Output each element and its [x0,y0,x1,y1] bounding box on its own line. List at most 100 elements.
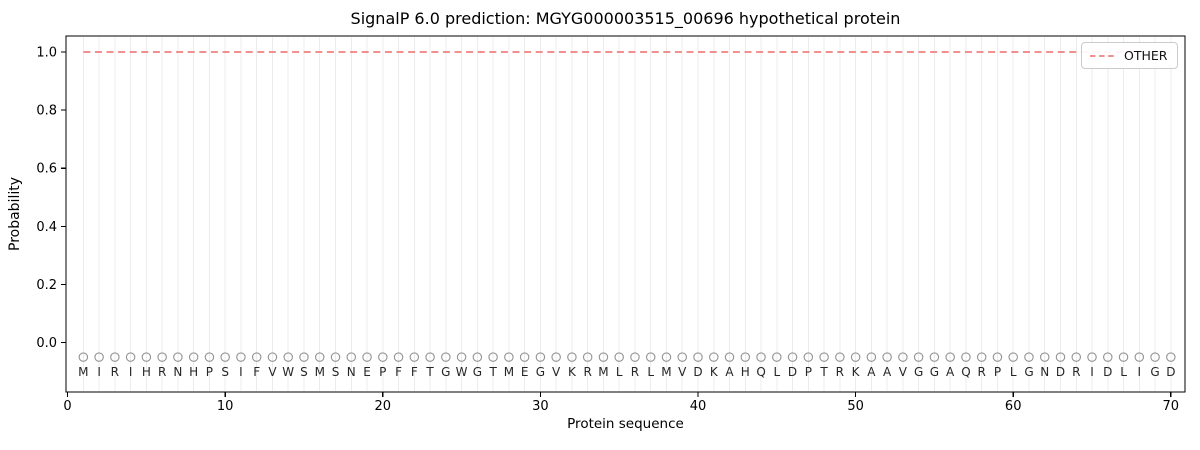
residue-marker [724,352,735,362]
residue-letter: F [411,365,418,379]
y-tick-label: 0.2 [36,278,57,293]
residue-letter: G [1150,365,1159,379]
residue-marker [866,352,877,362]
residue-marker [819,352,829,362]
residue-marker [1134,352,1145,362]
residue-marker [803,352,814,362]
residue-letter: W [282,365,294,379]
residue-marker [519,352,530,362]
legend: OTHER [1081,42,1178,69]
residue-letter: G [930,365,939,379]
residue-marker [630,352,640,362]
residue-marker [551,352,561,362]
residue-marker [850,352,861,362]
residue-letter: T [425,365,434,379]
residue-letter: D [788,365,797,379]
residue-marker [283,352,293,362]
residue-letter: R [158,365,166,379]
residue-letter: P [206,365,213,379]
residue-marker [409,352,420,362]
residue-letter: G [1024,365,1033,379]
residue-letter: G [473,365,482,379]
residue-marker [1071,352,1082,362]
residue-marker [598,352,609,362]
residue-letter: I [1138,365,1142,379]
residue-letter: F [253,365,260,379]
residue-marker [582,352,593,362]
residue-letter: N [1040,365,1049,379]
residue-letter: S [221,365,229,379]
residue-letter: L [647,365,654,379]
residue-marker [677,352,687,362]
residue-letter: Q [756,365,765,379]
y-tick-label: 1.0 [36,45,57,60]
residue-letter: M [315,365,325,379]
residue-letter: P [994,365,1001,379]
residue-marker [314,352,325,362]
chart-title: SignalP 6.0 prediction: MGYG000003515_00… [350,9,901,28]
residue-marker [882,352,892,362]
residue-letter: S [300,365,308,379]
residue-letter: L [1010,365,1017,379]
residue-marker [756,352,766,362]
residue-letter: H [189,365,198,379]
residue-marker [1118,352,1129,362]
x-tick-label: 70 [1163,399,1180,414]
residue-marker [362,352,372,362]
residue-letter: H [741,365,750,379]
residue-marker [961,352,971,362]
residue-letter: A [867,365,876,379]
residue-letter: M [598,365,608,379]
residue-letter: M [661,365,671,379]
residue-letter: N [173,365,182,379]
residue-letter: R [111,365,119,379]
residue-letter: V [268,365,277,379]
x-tick-label: 40 [690,399,707,414]
x-tick-label: 20 [375,399,392,414]
residue-marker [236,352,246,362]
residue-marker [740,352,751,362]
residue-marker [425,352,435,362]
residue-letter: V [899,365,908,379]
x-axis-label: Protein sequence [567,416,684,432]
x-tick-label: 10 [217,399,234,414]
residue-marker [346,352,357,362]
residue-letter: G [536,365,545,379]
legend-dashed-line-icon [1090,54,1116,57]
residue-marker [299,352,309,362]
residue-letter: E [363,365,371,379]
residue-letter: Q [961,365,970,379]
residue-letter: R [584,365,592,379]
residue-marker [267,352,278,362]
residue-letter: K [568,365,577,379]
axes-border [65,35,1186,393]
residue-letter: G [441,365,450,379]
residue-letter: I [1090,365,1094,379]
residue-marker [929,352,940,362]
residue-letter: D [1166,365,1175,379]
residue-marker [535,352,546,362]
residue-letter: R [978,365,986,379]
residue-marker [1039,352,1050,362]
residue-marker [992,352,1003,362]
residue-marker [693,352,703,362]
y-tick-label: 0.8 [36,104,57,119]
y-tick-label: 0.4 [36,220,57,235]
residue-letter: M [504,365,514,379]
residue-letter: T [819,365,828,379]
residue-letter: D [693,365,702,379]
residue-letter: P [379,365,386,379]
residue-marker [835,352,845,362]
residue-letter: M [78,365,88,379]
residue-marker [330,352,341,362]
residue-marker [94,352,104,362]
y-tick-label: 0.0 [36,336,57,351]
x-tick-label: 0 [63,399,71,414]
residue-marker [488,352,498,362]
residue-marker [220,352,230,362]
residue-marker [141,352,152,362]
residue-marker [1008,352,1018,362]
residue-marker [898,352,908,362]
residue-marker [1150,352,1160,362]
